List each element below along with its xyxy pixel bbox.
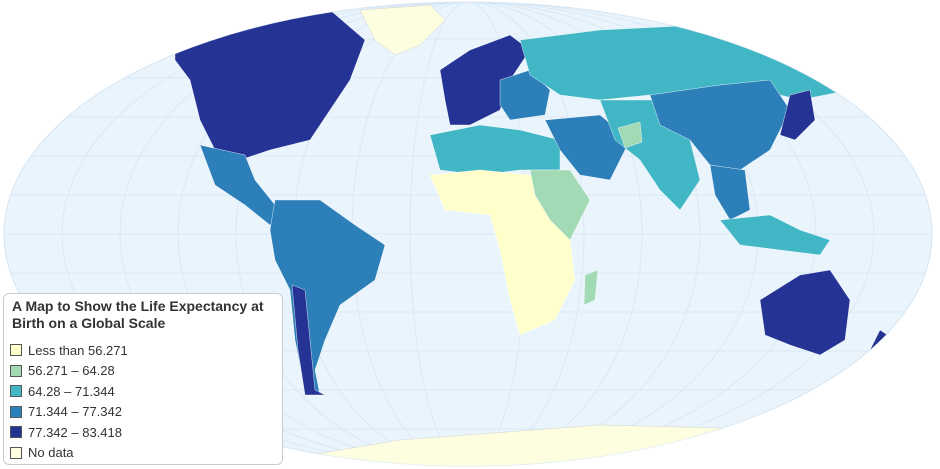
- legend-item[interactable]: 71.344 – 77.342: [10, 402, 282, 423]
- legend-label: No data: [28, 445, 74, 461]
- legend-item[interactable]: 64.28 – 71.344: [10, 381, 282, 402]
- country-chile-argentina[interactable]: [291, 284, 326, 396]
- country-west-central-africa[interactable]: [429, 169, 576, 336]
- legend-label: 56.271 – 64.28: [28, 363, 115, 379]
- graticule-meridian: [119, 2, 817, 466]
- country-southeast-asia[interactable]: [709, 164, 751, 221]
- legend-item[interactable]: Less than 56.271: [10, 340, 282, 361]
- country-japan[interactable]: [779, 89, 816, 141]
- legend-label: 77.342 – 83.418: [28, 424, 122, 440]
- country-middle-east[interactable]: [544, 114, 631, 181]
- legend-swatch: [10, 364, 22, 377]
- country-indonesia[interactable]: [719, 214, 831, 256]
- country-greenland[interactable]: [359, 4, 446, 56]
- legend-swatch: [10, 426, 22, 439]
- country-australia[interactable]: [759, 269, 851, 356]
- country-canada-usa[interactable]: [174, 9, 366, 161]
- legend-item[interactable]: No data: [10, 443, 282, 464]
- graticule-meridian: [235, 2, 701, 466]
- legend-swatch: [10, 385, 22, 398]
- legend-label: Less than 56.271: [28, 342, 128, 358]
- legend-swatch: [10, 344, 22, 357]
- country-madagascar[interactable]: [583, 269, 599, 306]
- country-east-africa[interactable]: [529, 169, 591, 241]
- map-title: A Map to Show the Life Expectancy at Bir…: [12, 298, 264, 331]
- legend-item[interactable]: 56.271 – 64.28: [10, 361, 282, 382]
- legend-label: 71.344 – 77.342: [28, 404, 122, 420]
- legend-swatch: [10, 405, 22, 418]
- country-afghanistan[interactable]: [617, 121, 643, 149]
- legend-item[interactable]: 77.342 – 83.418: [10, 422, 282, 443]
- legend-swatch: [10, 446, 22, 459]
- country-china[interactable]: [649, 79, 791, 171]
- graticule-meridian: [61, 2, 875, 466]
- legend-label: 64.28 – 71.344: [28, 383, 115, 399]
- legend: A Map to Show the Life Expectancy at Bir…: [3, 293, 283, 465]
